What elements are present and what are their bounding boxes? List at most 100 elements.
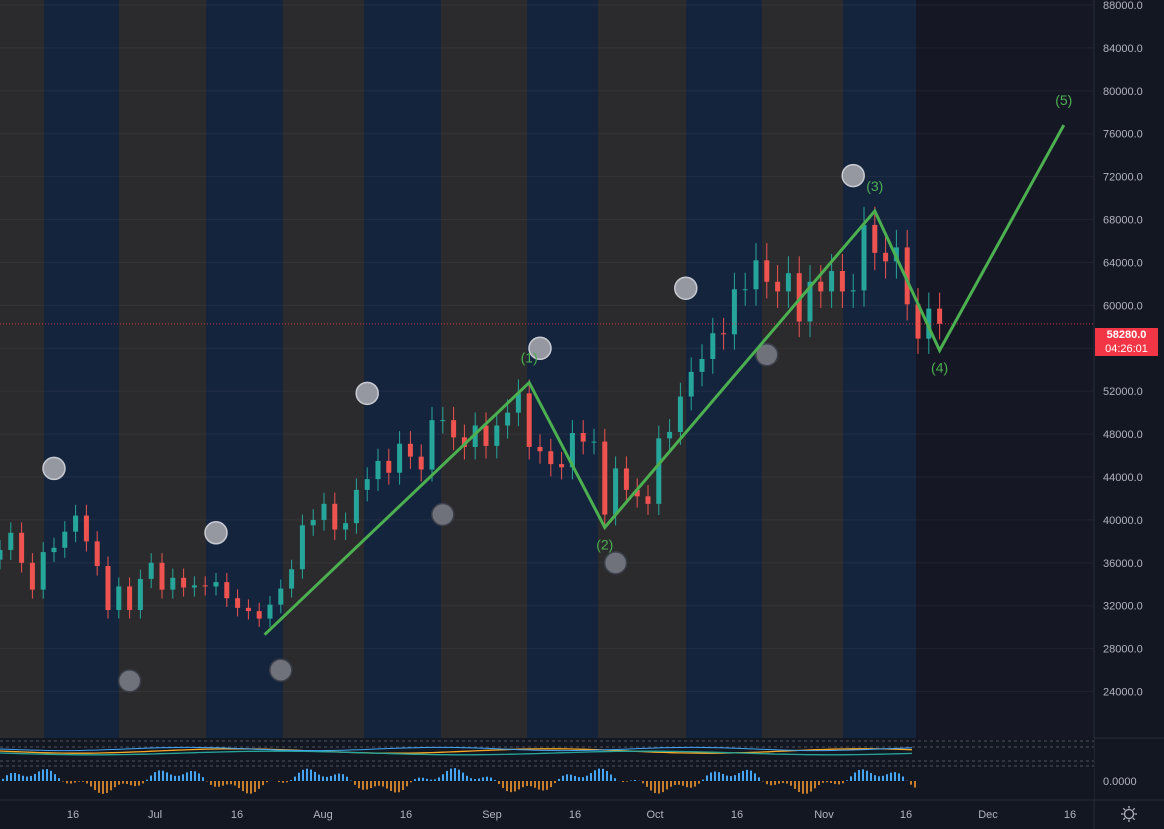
histogram-bar: [30, 775, 32, 781]
candle-body: [526, 393, 532, 447]
histogram-bar: [782, 781, 784, 783]
signal-marker-above: [674, 276, 698, 300]
histogram-bar: [218, 781, 220, 787]
histogram-bar: [766, 781, 768, 785]
histogram-bar: [22, 775, 24, 781]
histogram-bar: [746, 769, 748, 781]
histogram-bar: [342, 774, 344, 781]
histogram-bar: [402, 781, 404, 790]
histogram-bar: [210, 781, 212, 785]
histogram-bar: [566, 774, 568, 781]
candle-body: [353, 489, 359, 524]
histogram-bar: [846, 780, 848, 781]
histogram-bar: [438, 777, 440, 781]
histogram-bar: [706, 775, 708, 781]
candle-body: [483, 425, 489, 446]
histogram-bar: [238, 781, 240, 789]
histogram-bar: [250, 781, 252, 794]
histogram-bar: [506, 781, 508, 792]
candle-body: [775, 281, 781, 292]
histogram-bar: [802, 781, 804, 794]
histogram-bar: [454, 768, 456, 781]
histogram-bar: [738, 773, 740, 781]
candle-body: [83, 515, 89, 542]
histogram-bar: [258, 781, 260, 789]
histogram-bar: [770, 781, 772, 786]
wave-label: (1): [521, 350, 538, 366]
y-tick-label: 84000.0: [1103, 43, 1143, 55]
histogram-bar: [778, 781, 780, 784]
candle-body: [364, 479, 370, 490]
y-tick-label: 44000.0: [1103, 472, 1143, 484]
histogram-bar: [674, 781, 676, 785]
candle-body: [829, 271, 835, 292]
signal-marker-below: [755, 342, 779, 367]
histogram-bar: [42, 769, 44, 781]
candle-body: [256, 611, 262, 619]
candle-body: [375, 460, 381, 480]
histogram-bar: [854, 772, 856, 781]
histogram-bar: [214, 781, 216, 787]
histogram-bar: [718, 772, 720, 781]
histogram-bar: [94, 781, 96, 791]
candle-body: [515, 393, 521, 413]
candle-body: [634, 489, 640, 497]
candle-body: [861, 224, 867, 291]
histogram-bar: [74, 781, 76, 783]
candle-body: [19, 532, 25, 563]
candle-body: [213, 582, 219, 587]
histogram-bar: [910, 781, 912, 785]
settings-gear-icon[interactable]: [1120, 805, 1138, 823]
candle-body: [915, 304, 921, 339]
histogram-bar: [886, 774, 888, 781]
histogram-bar: [586, 775, 588, 781]
candle-body: [742, 289, 748, 291]
candle-body: [472, 425, 478, 447]
session-band: [527, 0, 598, 738]
candle-body: [667, 431, 673, 439]
y-tick-label: 80000.0: [1103, 86, 1143, 98]
histogram-bar: [482, 777, 484, 781]
histogram-bar: [830, 781, 832, 784]
signal-marker-above: [204, 521, 228, 545]
histogram-bar: [850, 776, 852, 781]
candle-body: [580, 433, 586, 442]
histogram-bar: [338, 773, 340, 781]
histogram-bar: [46, 769, 48, 781]
candle-body: [807, 281, 813, 322]
histogram-bar: [58, 778, 60, 781]
histogram-bar: [498, 781, 500, 785]
histogram-bar: [54, 774, 56, 781]
candle-body: [883, 252, 889, 262]
histogram-bar: [2, 778, 4, 781]
candle-body: [688, 371, 694, 397]
y-tick-label: 40000.0: [1103, 515, 1143, 527]
candle-body: [407, 443, 413, 457]
histogram-bar: [882, 775, 884, 781]
candle-body: [785, 273, 791, 292]
histogram-bar: [126, 781, 128, 785]
histogram-bar: [894, 772, 896, 781]
candle-body: [202, 585, 208, 587]
histogram-bar: [486, 776, 488, 781]
histogram-bar: [430, 779, 432, 781]
histogram-bar: [202, 777, 204, 781]
candle-body: [332, 503, 338, 530]
candle-body: [278, 588, 284, 605]
signal-marker-below: [269, 658, 293, 682]
last-price-label: 58280.0: [1095, 328, 1158, 342]
histogram-bar: [602, 768, 604, 781]
histogram-bar: [162, 770, 164, 781]
candle-body: [731, 289, 737, 335]
histogram-bar: [798, 781, 800, 792]
candle-body: [105, 566, 111, 611]
candle-body: [602, 441, 608, 515]
histogram-bar: [534, 781, 536, 788]
histogram-bar: [246, 781, 248, 794]
session-band: [843, 0, 916, 738]
histogram-bar: [822, 781, 824, 783]
candle-body: [569, 433, 575, 468]
histogram-bar: [606, 770, 608, 781]
histogram-bar: [222, 781, 224, 786]
